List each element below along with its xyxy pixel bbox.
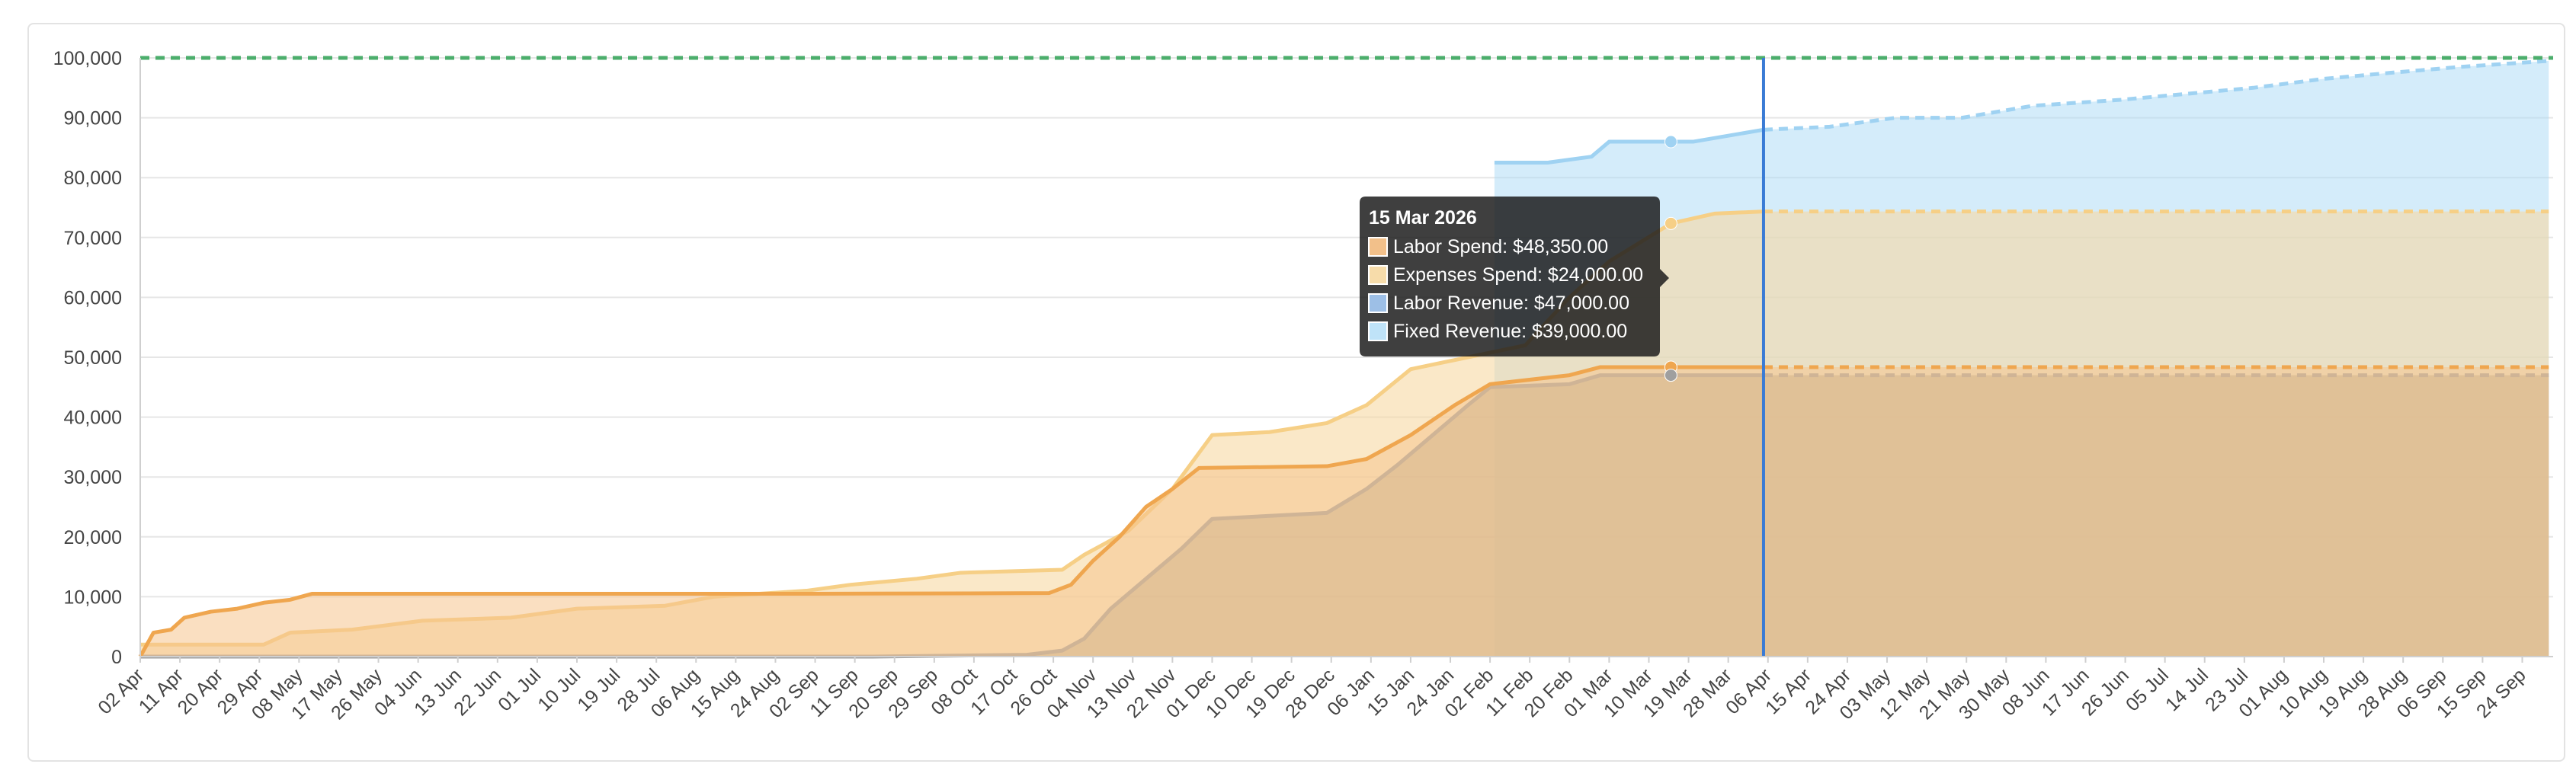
tooltip-title: 15 Mar 2026 (1369, 207, 1477, 229)
reference-line-layer (140, 56, 2553, 657)
labor-spend-area (140, 366, 1764, 657)
tooltip-item-label: Fixed Revenue: $39,000.00 (1393, 321, 1627, 342)
x-tick-label: 10 Jul (533, 664, 585, 715)
tooltip-box (1360, 197, 1669, 356)
y-tick-label: 80,000 (64, 168, 122, 189)
y-tick-label: 100,000 (53, 48, 122, 69)
series-labor-spend (138, 365, 2549, 658)
x-tick-label: 02 Apr (94, 664, 148, 718)
series-areas (138, 59, 2549, 659)
y-tick-label: 90,000 (64, 108, 122, 129)
x-tick-label: 14 Jul (2161, 664, 2212, 715)
tooltip-swatch (1368, 293, 1388, 313)
x-tick-label: 19 Jul (573, 664, 624, 715)
y-tick-label: 70,000 (64, 228, 122, 249)
x-tick-label: 05 Jul (2122, 664, 2173, 715)
y-tick-label: 50,000 (64, 347, 122, 369)
y-tick-label: 10,000 (64, 587, 122, 608)
hover-marker (1664, 216, 1677, 230)
fixed-revenue-forecast-line (1763, 59, 2549, 132)
y-tick-label: 0 (111, 647, 122, 668)
y-tick-label: 20,000 (64, 527, 122, 548)
tooltip-swatch (1368, 321, 1388, 341)
hover-marker (1664, 135, 1677, 149)
labor-spend-line (138, 365, 1764, 658)
y-tick-label: 30,000 (64, 467, 122, 488)
tooltip-item-label: Expenses Spend: $24,000.00 (1393, 264, 1643, 286)
tooltip: 15 Mar 2026 Labor Spend: $48,350.00 Expens… (1360, 197, 1669, 356)
tooltip-swatch (1368, 237, 1388, 257)
y-tick-label: 40,000 (64, 408, 122, 429)
labor-spend-forecast-area (1763, 366, 2549, 657)
tooltip-item-label: Labor Spend: $48,350.00 (1393, 236, 1608, 257)
fixed-revenue-line (1494, 127, 1764, 165)
x-tick-label: 01 Jul (494, 664, 545, 715)
y-tick-label: 60,000 (64, 287, 122, 308)
hover-marker (1664, 369, 1677, 382)
tooltip-swatch (1368, 265, 1388, 285)
tooltip-item-label: Labor Revenue: $47,000.00 (1393, 292, 1629, 314)
hover-markers (1664, 135, 1677, 382)
